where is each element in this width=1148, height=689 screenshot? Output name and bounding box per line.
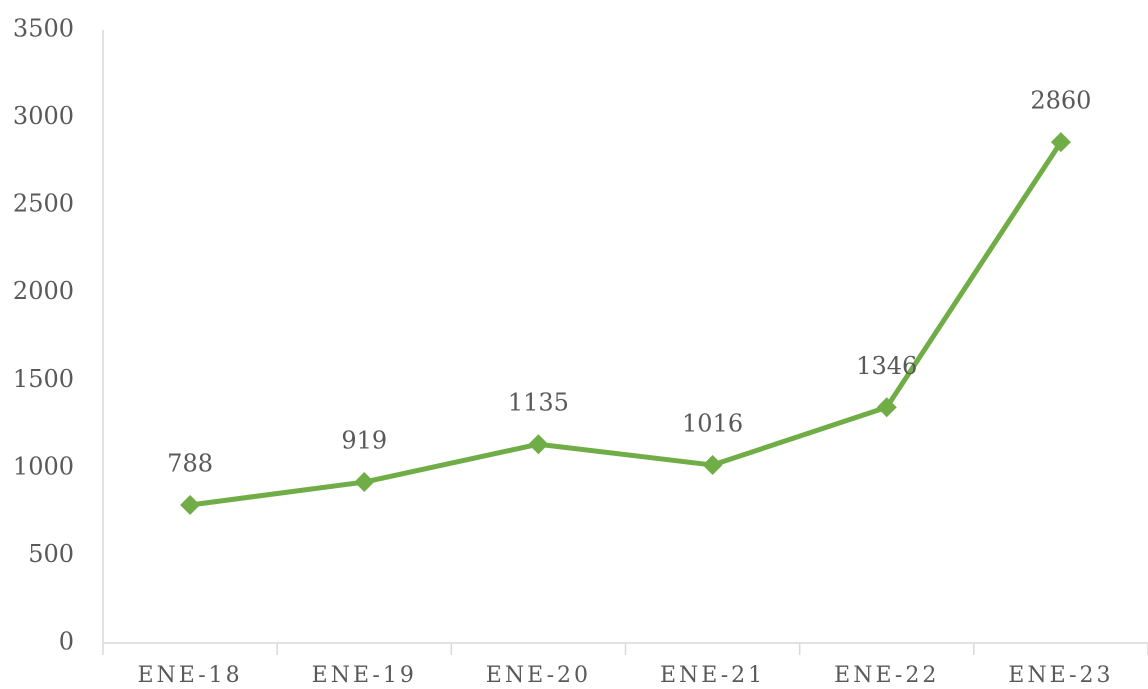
y-tick-label: 1500 xyxy=(13,365,74,393)
y-tick-label: 3000 xyxy=(13,102,74,130)
data-label: 1135 xyxy=(508,389,569,417)
y-tick-label: 2000 xyxy=(13,277,74,305)
y-tick-label: 3500 xyxy=(13,15,74,43)
marker xyxy=(528,434,549,455)
marker xyxy=(702,455,723,476)
x-tick-label: ENE-21 xyxy=(660,663,765,688)
data-label: 2860 xyxy=(1030,87,1091,115)
y-tick-label: 500 xyxy=(28,540,74,568)
data-label: 919 xyxy=(341,427,387,455)
marker xyxy=(354,472,375,493)
x-tick-label: ENE-20 xyxy=(486,663,591,688)
marker xyxy=(876,397,897,418)
x-tick-label: ENE-18 xyxy=(137,663,242,688)
marker xyxy=(180,494,201,515)
data-label: 1016 xyxy=(682,410,743,438)
x-tick-label: ENE-19 xyxy=(312,663,417,688)
y-tick-label: 2500 xyxy=(13,190,74,218)
marker xyxy=(1050,132,1071,153)
line xyxy=(189,140,1064,508)
data-label: 1346 xyxy=(856,352,917,380)
y-tick-label: 1000 xyxy=(13,452,74,480)
y-tick-label: 0 xyxy=(59,628,74,656)
x-tick-label: ENE-22 xyxy=(834,663,939,688)
x-tick-label: ENE-23 xyxy=(1008,663,1113,688)
data-label: 788 xyxy=(167,449,213,477)
